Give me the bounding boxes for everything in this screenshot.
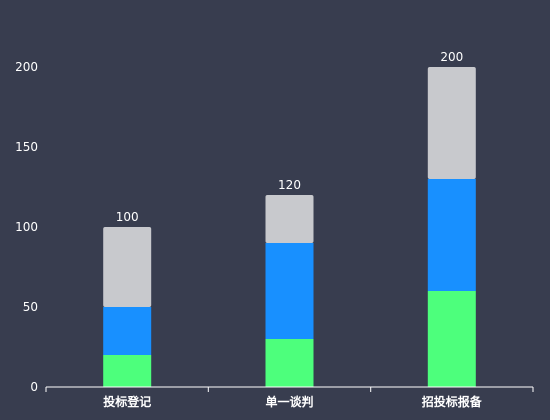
y-axis-tick-labels: 0 50 100 150 200 (15, 60, 38, 394)
bar-segment-1-3 (427, 291, 476, 387)
x-category-label: 单一谈判 (265, 394, 313, 409)
bar-total-labels: 100 120 200 (116, 50, 464, 224)
y-tick-label: 100 (15, 220, 38, 234)
x-axis-ticks (45, 387, 534, 392)
x-category-label: 投标登记 (103, 394, 151, 409)
bar-segment-2-3 (427, 179, 476, 291)
bar-segment-1-1 (103, 355, 152, 387)
y-tick-label: 0 (30, 380, 38, 394)
bar-marks (103, 67, 476, 387)
bar-segment-3-1 (103, 227, 152, 307)
bar-segment-3-3 (427, 67, 476, 179)
bar-segment-1-2 (265, 339, 314, 387)
bar-total-label: 200 (440, 50, 463, 64)
bar-segment-2-2 (265, 243, 314, 339)
y-tick-label: 150 (15, 140, 38, 154)
x-axis-category-labels: 投标登记 单一谈判 招投标报备 (103, 394, 483, 409)
bar-total-label: 100 (116, 210, 139, 224)
y-tick-label: 50 (23, 300, 38, 314)
bar-segment-3-2 (265, 195, 314, 243)
bar-segment-2-1 (103, 307, 152, 355)
y-tick-label: 200 (15, 60, 38, 74)
bar-total-label: 120 (278, 178, 301, 192)
x-category-label: 招投标报备 (422, 394, 483, 409)
